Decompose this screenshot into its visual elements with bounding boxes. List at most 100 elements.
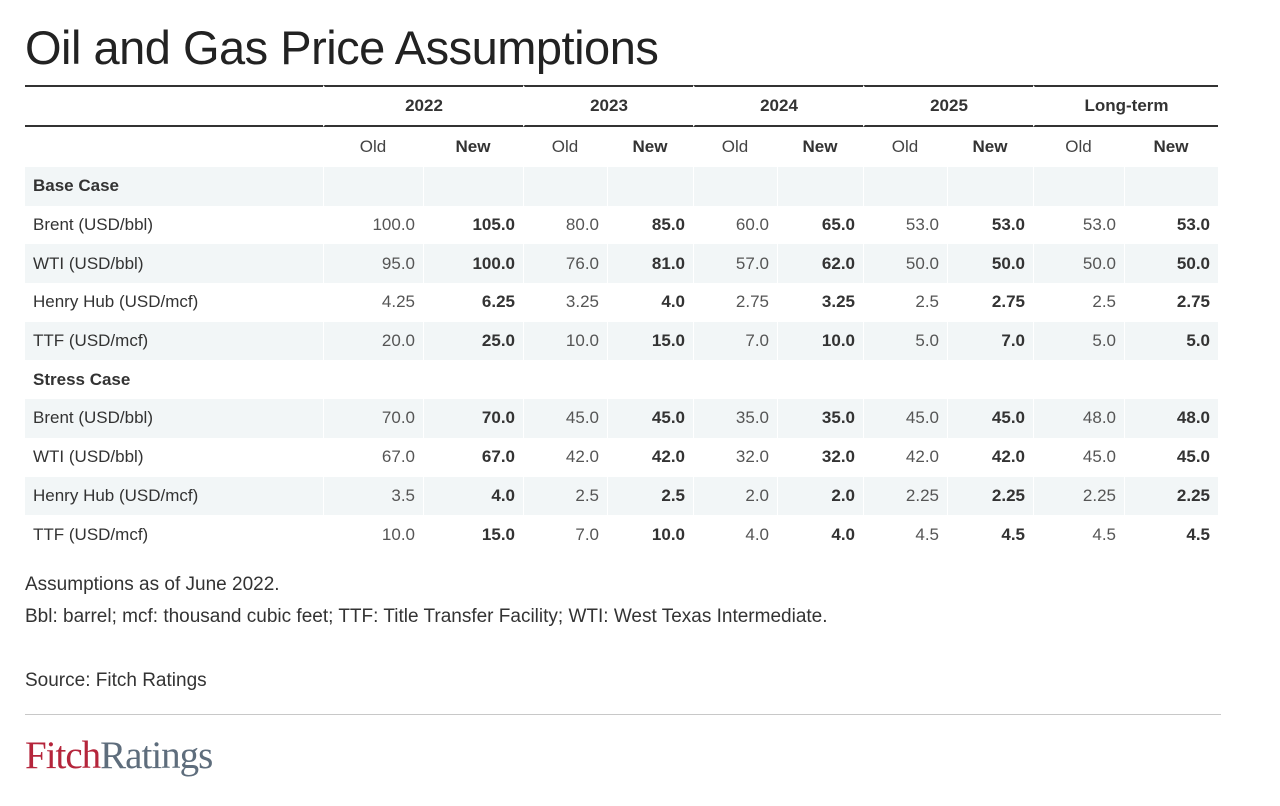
old-value-cell: 2.25 bbox=[863, 476, 947, 516]
table-row: Brent (USD/bbl) 100.0 105.0 80.0 85.0 60.0 65.… bbox=[25, 205, 1218, 245]
section-empty-cell bbox=[423, 167, 523, 206]
section-empty-cell bbox=[323, 167, 423, 206]
table-row: Henry Hub (USD/mcf) 4.25 6.25 3.25 4.0 2.75 3.… bbox=[25, 283, 1218, 322]
old-value-cell: 4.5 bbox=[1033, 515, 1124, 554]
new-value-cell: 6.25 bbox=[423, 283, 523, 322]
source-note: Source: Fitch Ratings bbox=[25, 670, 207, 691]
old-column-header: Old bbox=[551, 137, 579, 156]
new-value-cell: 15.0 bbox=[423, 515, 523, 554]
new-value-cell: 35.0 bbox=[777, 399, 863, 438]
old-value-cell: 2.5 bbox=[863, 283, 947, 322]
old-column-header: Old bbox=[1065, 137, 1092, 156]
old-value-cell: 4.5 bbox=[863, 515, 947, 554]
old-value-cell: 48.0 bbox=[1033, 399, 1124, 438]
logo-ratings-text: Ratings bbox=[100, 734, 213, 777]
old-value-cell: 2.5 bbox=[1033, 283, 1124, 322]
new-value-cell: 3.25 bbox=[777, 283, 863, 322]
new-value-cell: 2.75 bbox=[947, 283, 1033, 322]
new-value-cell: 50.0 bbox=[1124, 244, 1218, 284]
row-label: TTF (USD/mcf) bbox=[25, 321, 323, 361]
old-column-header: Old bbox=[359, 137, 387, 156]
new-value-cell: 53.0 bbox=[947, 205, 1033, 245]
row-label: Henry Hub (USD/mcf) bbox=[33, 292, 199, 312]
old-value-cell: 45.0 bbox=[1033, 437, 1124, 477]
year-header: 2024 bbox=[693, 85, 863, 127]
old-value-cell: 3.5 bbox=[323, 476, 423, 516]
old-value-cell: 7.0 bbox=[523, 515, 607, 554]
table-row: WTI (USD/bbl) 95.0 100.0 76.0 81.0 57.0 62.0 50… bbox=[25, 244, 1218, 284]
new-value-cell: 100.0 bbox=[423, 244, 523, 284]
new-value-cell: 10.0 bbox=[777, 321, 863, 361]
old-value-cell: 67.0 bbox=[323, 437, 423, 477]
table-row: WTI (USD/bbl) 67.0 67.0 42.0 42.0 32.0 32.0 42.… bbox=[25, 437, 1218, 477]
new-value-cell: 2.25 bbox=[947, 476, 1033, 516]
old-value-cell: 45.0 bbox=[523, 399, 607, 438]
new-value-cell: 45.0 bbox=[607, 399, 693, 438]
row-label: WTI (USD/bbl) bbox=[33, 447, 144, 467]
old-value-cell: 4.25 bbox=[323, 283, 423, 322]
new-value-cell: 4.5 bbox=[947, 515, 1033, 554]
new-value-cell: 48.0 bbox=[1124, 399, 1218, 438]
header-blank-cell bbox=[25, 85, 323, 127]
section-empty-cell bbox=[607, 167, 693, 206]
old-value-cell: 20.0 bbox=[323, 321, 423, 361]
section-empty-cell bbox=[323, 360, 423, 399]
new-value-cell: 25.0 bbox=[423, 321, 523, 361]
old-value-cell: 35.0 bbox=[693, 399, 777, 438]
section-empty-cell bbox=[863, 360, 947, 399]
new-column-header: New bbox=[972, 137, 1008, 156]
row-label: Brent (USD/bbl) bbox=[25, 399, 323, 438]
old-new-header-row: Old New Old New Old New Old New Old New bbox=[25, 127, 1218, 167]
section-title: Base Case bbox=[25, 167, 323, 206]
old-value-cell: 7.0 bbox=[693, 321, 777, 361]
year-header: 2023 bbox=[523, 85, 693, 127]
new-value-cell: 15.0 bbox=[607, 321, 693, 361]
year-header: 2025 bbox=[863, 85, 1033, 127]
section-empty-cell bbox=[777, 360, 863, 399]
old-value-cell: 10.0 bbox=[523, 321, 607, 361]
glossary-note: Bbl: barrel; mcf: thousand cubic feet; T… bbox=[25, 606, 828, 627]
section-empty-cell bbox=[1124, 167, 1218, 206]
new-value-cell: 2.75 bbox=[1124, 283, 1218, 322]
table-row: TTF (USD/mcf) 20.0 25.0 10.0 15.0 7.0 10.0 5.0 7… bbox=[25, 321, 1218, 361]
section-empty-cell bbox=[777, 167, 863, 206]
old-value-cell: 76.0 bbox=[523, 244, 607, 284]
section-empty-cell bbox=[523, 167, 607, 206]
old-value-cell: 53.0 bbox=[1033, 205, 1124, 245]
old-column-header: Old bbox=[721, 137, 749, 156]
old-value-cell: 70.0 bbox=[323, 399, 423, 438]
new-value-cell: 2.25 bbox=[1124, 476, 1218, 516]
section-empty-cell bbox=[693, 360, 777, 399]
new-value-cell: 32.0 bbox=[777, 437, 863, 477]
section-empty-cell bbox=[863, 167, 947, 206]
new-value-cell: 4.0 bbox=[423, 476, 523, 516]
section-title: Stress Case bbox=[33, 369, 131, 389]
new-value-cell: 10.0 bbox=[607, 515, 693, 554]
old-value-cell: 60.0 bbox=[693, 205, 777, 245]
table-row: TTF (USD/mcf) 10.0 15.0 7.0 10.0 4.0 4.0 4.5 4.5… bbox=[25, 515, 1218, 554]
old-value-cell: 2.0 bbox=[693, 476, 777, 516]
footer-divider bbox=[25, 714, 1221, 715]
old-column-header: Old bbox=[891, 137, 919, 156]
row-label: Henry Hub (USD/mcf) bbox=[25, 476, 323, 516]
section-header-row: Stress Case bbox=[25, 360, 1218, 399]
new-value-cell: 45.0 bbox=[947, 399, 1033, 438]
logo-fitch-text: Fitch bbox=[25, 734, 101, 777]
new-value-cell: 4.0 bbox=[607, 283, 693, 322]
new-value-cell: 5.0 bbox=[1124, 321, 1218, 361]
old-value-cell: 5.0 bbox=[1033, 321, 1124, 361]
section-empty-cell bbox=[947, 167, 1033, 206]
as-of-note: Assumptions as of June 2022. bbox=[25, 574, 280, 595]
new-value-cell: 67.0 bbox=[423, 437, 523, 477]
table-row: Henry Hub (USD/mcf) 3.5 4.0 2.5 2.5 2.0 2.0 2.2… bbox=[25, 476, 1218, 516]
old-value-cell: 50.0 bbox=[863, 244, 947, 284]
section-empty-cell bbox=[607, 360, 693, 399]
old-value-cell: 57.0 bbox=[693, 244, 777, 284]
old-value-cell: 42.0 bbox=[863, 437, 947, 477]
new-value-cell: 65.0 bbox=[777, 205, 863, 245]
new-value-cell: 42.0 bbox=[607, 437, 693, 477]
new-value-cell: 42.0 bbox=[947, 437, 1033, 477]
new-value-cell: 53.0 bbox=[1124, 205, 1218, 245]
year-header: 2022 bbox=[323, 85, 523, 127]
old-value-cell: 80.0 bbox=[523, 205, 607, 245]
